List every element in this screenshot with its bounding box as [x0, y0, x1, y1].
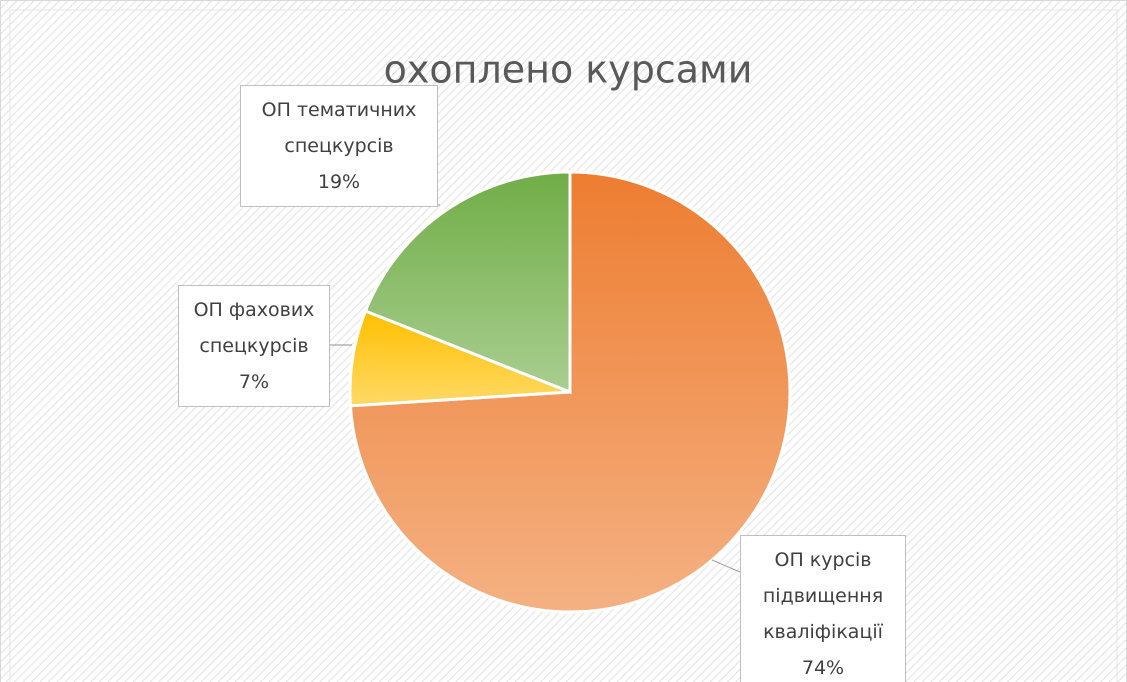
data-label: ОП тематичних спецкурсів 19%: [240, 85, 438, 207]
data-label: ОП фахових спецкурсів 7%: [178, 285, 330, 407]
leader-line: [711, 559, 741, 573]
label-value: 19%: [317, 171, 361, 193]
label-category: ОП тематичних спецкурсів: [261, 99, 417, 157]
data-label: ОП курсів підвищення кваліфікації 74%: [740, 535, 906, 682]
pie-slice: [363, 170, 572, 395]
chart-title: охоплено курсами: [384, 48, 753, 92]
label-value: 7%: [238, 371, 270, 393]
label-category: ОП курсів підвищення кваліфікації: [762, 549, 884, 643]
plot-frame: [9, 9, 1118, 682]
label-category: ОП фахових спецкурсів: [193, 299, 315, 357]
label-value: 74%: [801, 657, 845, 679]
